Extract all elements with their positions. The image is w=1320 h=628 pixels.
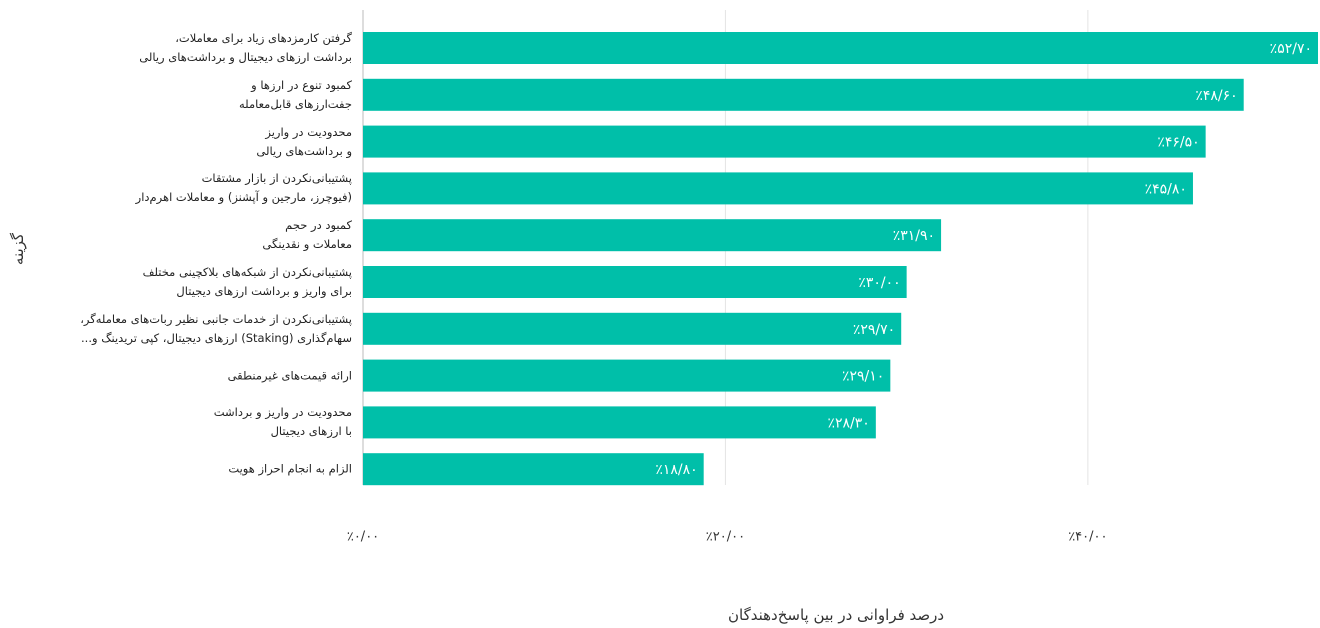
y-tick-label: گرفتن کارمزدهای زیاد برای معاملات، برداش… <box>139 31 352 64</box>
bar <box>363 266 907 298</box>
data-label: ٪۲۸/۳۰ <box>828 415 870 431</box>
bar <box>363 453 704 486</box>
y-tick-label: محدودیت در واریز و برداشت‌های ریالی <box>256 124 352 158</box>
bar <box>363 359 891 392</box>
y-tick-label: الزام به انجام احراز هویت <box>228 461 352 476</box>
data-label: ٪۴۸/۶۰ <box>1195 88 1237 104</box>
bar <box>363 172 1193 205</box>
x-tick-label: ٪۲۰/۰۰ <box>706 530 745 545</box>
bar <box>363 312 902 345</box>
data-label: ٪۳۰/۰۰ <box>858 275 900 291</box>
y-tick-label: پشتیبانی‌نکردن از خدمات جانبی نظیر ربات‌… <box>80 311 352 345</box>
y-tick-label: محدودیت در واریز و برداشت با ارزهای دیجی… <box>213 405 352 439</box>
data-label: ٪۲۹/۱۰ <box>842 369 884 385</box>
data-label: ٪۵۲/۷۰ <box>1270 41 1312 57</box>
x-axis-title: درصد فراوانی در بین پاسخ‌دهندگان <box>728 606 945 624</box>
data-label: ٪۴۵/۸۰ <box>1145 181 1187 197</box>
y-tick-label: کمبود تنوع در ارزها و جفت‌ارزهای قابل‌مع… <box>238 77 352 111</box>
bar <box>363 125 1206 158</box>
bar <box>363 406 876 439</box>
data-label: ٪۴۶/۵۰ <box>1157 135 1199 151</box>
data-label: ٪۲۹/۷۰ <box>853 322 895 338</box>
data-label: ٪۱۸/۸۰ <box>655 462 697 478</box>
data-label: ٪۳۱/۹۰ <box>893 228 935 244</box>
bar <box>363 219 942 252</box>
y-tick-label: کمبود در حجم معاملات و نقدینگی <box>262 218 352 252</box>
y-tick-label: پشتیبانی‌نکردن از بازار مشتقات (فیوچرز، … <box>135 171 352 205</box>
y-tick-label: ارائه قیمت‌های غیرمنطقی <box>227 368 352 383</box>
y-tick-label: پشتیبانی‌نکردن از شبکه‌های بلاکچینی مختل… <box>142 265 352 298</box>
x-tick-label: ٪۰/۰۰ <box>347 530 379 545</box>
bar <box>363 32 1318 64</box>
bar <box>363 78 1244 111</box>
x-tick-label: ٪۴۰/۰۰ <box>1068 530 1107 545</box>
